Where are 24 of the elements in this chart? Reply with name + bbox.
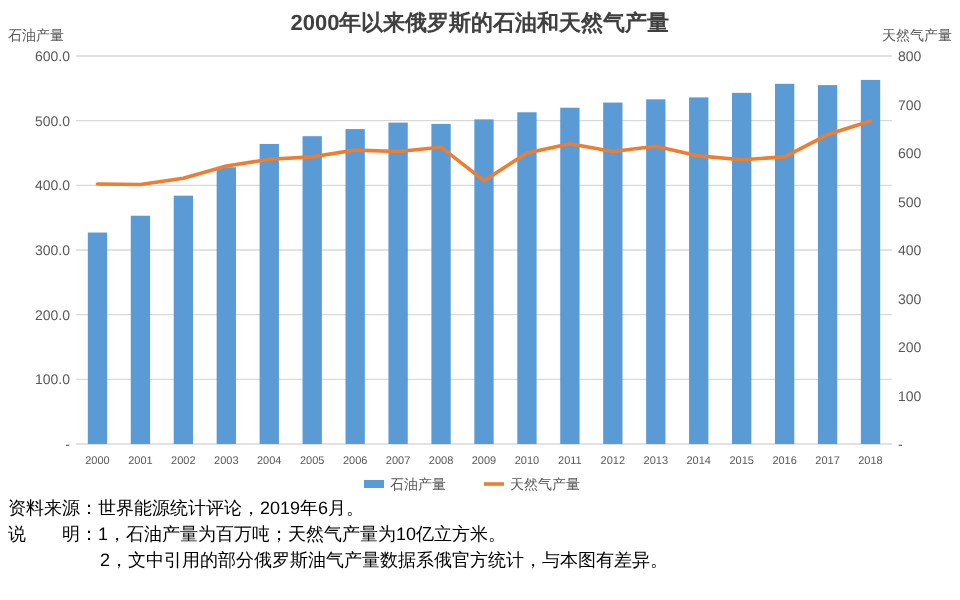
text: 2，文中引用的部分俄罗斯油气产量数据系俄官方统计，与本图有差异。: [100, 550, 669, 570]
bar: [259, 143, 279, 444]
bar: [774, 83, 795, 444]
line-series: [95, 119, 873, 187]
bar: [302, 136, 322, 444]
bar: [860, 79, 881, 444]
bar: [474, 119, 494, 444]
bar: [216, 167, 236, 444]
bar: [130, 215, 151, 444]
text: 资料来源：世界能源统计评论，2019年6月。: [8, 498, 365, 518]
bar: [388, 122, 408, 444]
bar: [646, 99, 666, 444]
bar: [345, 129, 365, 444]
bar: [817, 85, 838, 444]
bar: [603, 102, 623, 444]
bar: [517, 112, 537, 444]
bar: [689, 97, 709, 444]
text: 说 明：1，石油产量为百万吨；天然气产量为10亿立方米。: [8, 524, 507, 544]
chart-title: 2000年以来俄罗斯的石油和天然气产量: [290, 10, 670, 36]
bar: [732, 92, 752, 444]
bar: [87, 232, 108, 444]
bar: [173, 195, 194, 444]
bar: [560, 107, 580, 444]
bar: [431, 123, 451, 444]
